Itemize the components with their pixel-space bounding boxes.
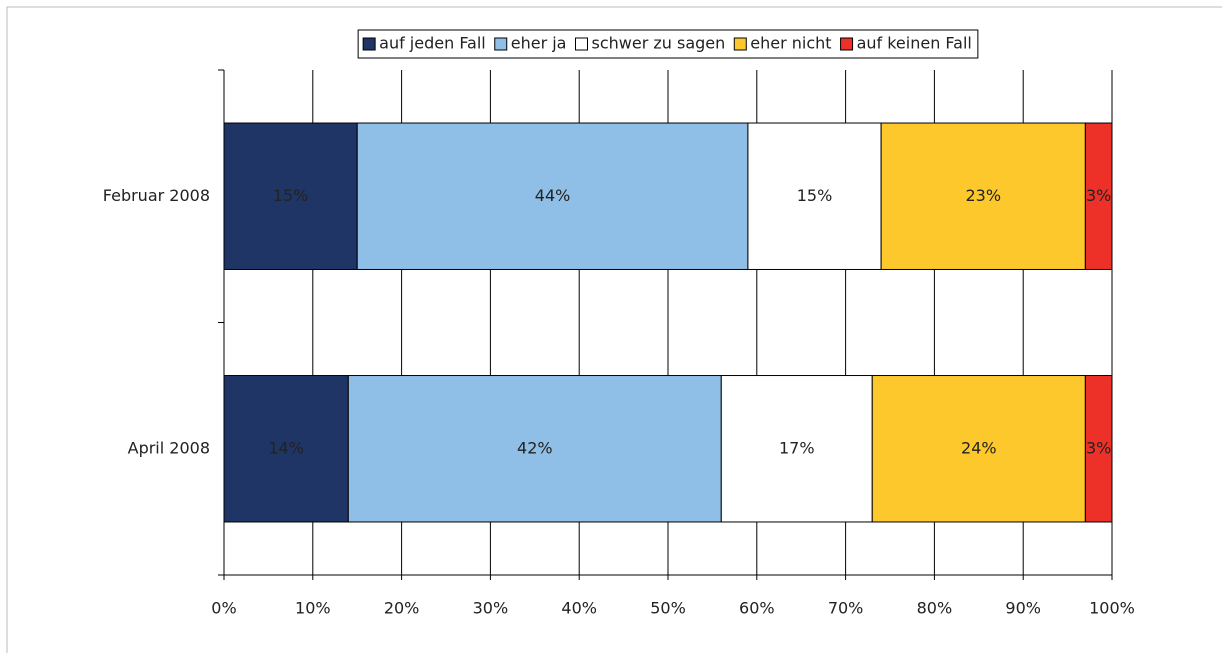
bar-segment [347, 375, 722, 523]
legend-box [357, 29, 979, 59]
x-tick-label: 0% [211, 599, 236, 618]
bar-segment [880, 122, 1086, 270]
data-label: 44% [535, 186, 571, 205]
legend-label: schwer zu sagen [591, 34, 725, 53]
data-label: 24% [961, 438, 997, 457]
frame [6, 6, 1222, 653]
data-label: 17% [779, 438, 815, 457]
x-tick-label: 70% [828, 599, 864, 618]
data-label: 42% [517, 438, 553, 457]
y-tick-label: April 2008 [128, 438, 210, 457]
x-tick-label: 40% [561, 599, 597, 618]
x-tick-label: 90% [1005, 599, 1041, 618]
legend-swatch [840, 37, 854, 51]
bar-segment [1084, 122, 1113, 270]
legend-swatch [494, 37, 508, 51]
data-label: 15% [273, 186, 309, 205]
bar-segment [871, 375, 1086, 523]
legend-label: eher nicht [750, 34, 831, 53]
bar-segment [747, 122, 882, 270]
legend-swatch [733, 37, 747, 51]
y-tick-label: Februar 2008 [103, 186, 210, 205]
data-label: 23% [965, 186, 1001, 205]
legend-label: eher ja [511, 34, 567, 53]
data-label: 3% [1086, 186, 1111, 205]
x-tick-label: 20% [384, 599, 420, 618]
legend-label: auf keinen Fall [857, 34, 972, 53]
data-label: 15% [797, 186, 833, 205]
bar-segment [1084, 375, 1113, 523]
x-tick-label: 10% [295, 599, 331, 618]
legend-label: auf jeden Fall [379, 34, 486, 53]
x-tick-label: 30% [473, 599, 509, 618]
legend-swatch [574, 37, 588, 51]
bar-segment [223, 375, 349, 523]
x-tick-label: 60% [739, 599, 775, 618]
bar-segment [356, 122, 749, 270]
legend: auf jeden Fall eher ja schwer zu sagen eher… [357, 29, 979, 59]
x-tick-label: 50% [650, 599, 686, 618]
data-label: 14% [268, 438, 304, 457]
x-tick-label: 80% [917, 599, 953, 618]
legend-swatch [362, 37, 376, 51]
x-tick-label: 100% [1089, 599, 1135, 618]
data-label: 3% [1086, 438, 1111, 457]
bar-segment [720, 375, 873, 523]
